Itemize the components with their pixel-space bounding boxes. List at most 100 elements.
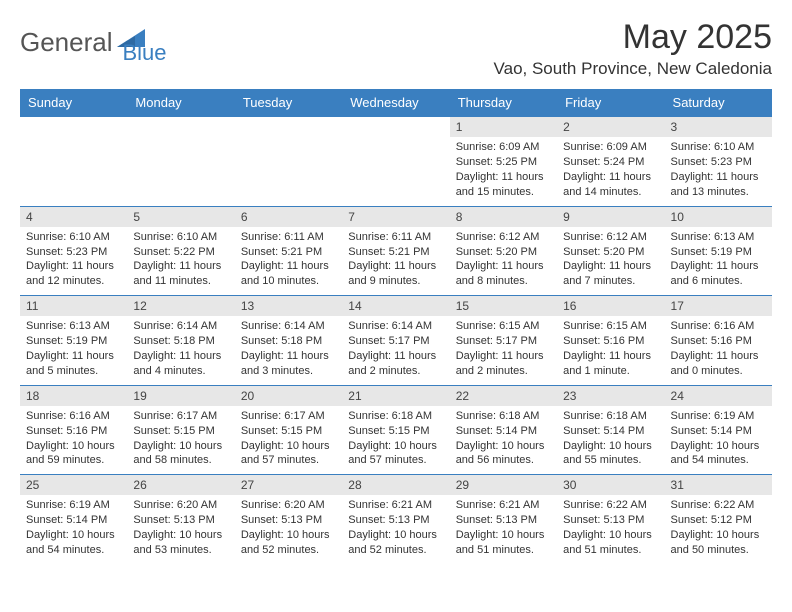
sunrise-text: Sunrise: 6:19 AM [671,409,766,424]
day-number: 22 [450,386,557,406]
day-cell: 5Sunrise: 6:10 AMSunset: 5:22 PMDaylight… [127,207,234,296]
daylight-text: Daylight: 10 hours and 54 minutes. [671,439,766,469]
sunrise-text: Sunrise: 6:21 AM [348,498,443,513]
day-cell: 15Sunrise: 6:15 AMSunset: 5:17 PMDayligh… [450,296,557,385]
day-number: 21 [342,386,449,406]
daylight-text: Daylight: 10 hours and 57 minutes. [241,439,336,469]
day-cell: 7Sunrise: 6:11 AMSunset: 5:21 PMDaylight… [342,207,449,296]
daylight-text: Daylight: 11 hours and 14 minutes. [563,170,658,200]
sunset-text: Sunset: 5:21 PM [348,245,443,260]
day-number: 4 [20,207,127,227]
day-body: Sunrise: 6:14 AMSunset: 5:18 PMDaylight:… [235,316,342,384]
sunset-text: Sunset: 5:18 PM [133,334,228,349]
day-cell: 8Sunrise: 6:12 AMSunset: 5:20 PMDaylight… [450,207,557,296]
day-number: 25 [20,475,127,495]
day-body: Sunrise: 6:14 AMSunset: 5:17 PMDaylight:… [342,316,449,384]
sunset-text: Sunset: 5:24 PM [563,155,658,170]
weekday-header: Monday [127,89,234,116]
sunrise-text: Sunrise: 6:17 AM [241,409,336,424]
day-cell: 27Sunrise: 6:20 AMSunset: 5:13 PMDayligh… [235,475,342,564]
day-body: Sunrise: 6:20 AMSunset: 5:13 PMDaylight:… [235,495,342,563]
header: General Blue May 2025 Vao, South Provinc… [20,18,772,79]
day-body: Sunrise: 6:12 AMSunset: 5:20 PMDaylight:… [557,227,664,295]
sunrise-text: Sunrise: 6:18 AM [456,409,551,424]
day-body: Sunrise: 6:17 AMSunset: 5:15 PMDaylight:… [235,406,342,474]
day-cell: 14Sunrise: 6:14 AMSunset: 5:17 PMDayligh… [342,296,449,385]
day-cell: 17Sunrise: 6:16 AMSunset: 5:16 PMDayligh… [665,296,772,385]
day-body: Sunrise: 6:11 AMSunset: 5:21 PMDaylight:… [342,227,449,295]
daylight-text: Daylight: 11 hours and 13 minutes. [671,170,766,200]
sunrise-text: Sunrise: 6:16 AM [671,319,766,334]
day-number: 28 [342,475,449,495]
logo: General Blue [20,18,167,66]
day-number: 5 [127,207,234,227]
sunset-text: Sunset: 5:16 PM [563,334,658,349]
sunrise-text: Sunrise: 6:09 AM [563,140,658,155]
day-body: Sunrise: 6:16 AMSunset: 5:16 PMDaylight:… [665,316,772,384]
daylight-text: Daylight: 10 hours and 58 minutes. [133,439,228,469]
daylight-text: Daylight: 11 hours and 9 minutes. [348,259,443,289]
day-body: Sunrise: 6:16 AMSunset: 5:16 PMDaylight:… [20,406,127,474]
logo-text-blue: Blue [123,40,167,66]
day-cell: 20Sunrise: 6:17 AMSunset: 5:15 PMDayligh… [235,386,342,475]
sunset-text: Sunset: 5:19 PM [671,245,766,260]
day-cell: 10Sunrise: 6:13 AMSunset: 5:19 PMDayligh… [665,207,772,296]
sunset-text: Sunset: 5:15 PM [133,424,228,439]
day-cell: 21Sunrise: 6:18 AMSunset: 5:15 PMDayligh… [342,386,449,475]
sunset-text: Sunset: 5:15 PM [348,424,443,439]
weekday-header: Tuesday [235,89,342,116]
sunset-text: Sunset: 5:22 PM [133,245,228,260]
day-cell [127,117,234,206]
weekday-header: Saturday [665,89,772,116]
sunrise-text: Sunrise: 6:15 AM [563,319,658,334]
month-title: May 2025 [494,18,772,57]
day-body: Sunrise: 6:11 AMSunset: 5:21 PMDaylight:… [235,227,342,295]
day-cell: 16Sunrise: 6:15 AMSunset: 5:16 PMDayligh… [557,296,664,385]
sunrise-text: Sunrise: 6:13 AM [671,230,766,245]
day-number: 24 [665,386,772,406]
day-number: 26 [127,475,234,495]
weekday-header-row: Sunday Monday Tuesday Wednesday Thursday… [20,89,772,116]
day-number: 14 [342,296,449,316]
day-cell: 29Sunrise: 6:21 AMSunset: 5:13 PMDayligh… [450,475,557,564]
sunset-text: Sunset: 5:14 PM [563,424,658,439]
daylight-text: Daylight: 10 hours and 57 minutes. [348,439,443,469]
day-body: Sunrise: 6:22 AMSunset: 5:13 PMDaylight:… [557,495,664,563]
week-row: 18Sunrise: 6:16 AMSunset: 5:16 PMDayligh… [20,385,772,475]
day-body: Sunrise: 6:18 AMSunset: 5:15 PMDaylight:… [342,406,449,474]
sunrise-text: Sunrise: 6:12 AM [456,230,551,245]
day-cell [20,117,127,206]
sunrise-text: Sunrise: 6:13 AM [26,319,121,334]
title-block: May 2025 Vao, South Province, New Caledo… [494,18,772,79]
weekday-header: Sunday [20,89,127,116]
sunrise-text: Sunrise: 6:10 AM [26,230,121,245]
sunset-text: Sunset: 5:12 PM [671,513,766,528]
week-row: 11Sunrise: 6:13 AMSunset: 5:19 PMDayligh… [20,295,772,385]
sunrise-text: Sunrise: 6:22 AM [563,498,658,513]
day-cell: 23Sunrise: 6:18 AMSunset: 5:14 PMDayligh… [557,386,664,475]
week-row: 1Sunrise: 6:09 AMSunset: 5:25 PMDaylight… [20,116,772,206]
day-number: 9 [557,207,664,227]
sunrise-text: Sunrise: 6:12 AM [563,230,658,245]
day-body: Sunrise: 6:10 AMSunset: 5:22 PMDaylight:… [127,227,234,295]
sunset-text: Sunset: 5:25 PM [456,155,551,170]
sunrise-text: Sunrise: 6:18 AM [348,409,443,424]
weekday-header: Wednesday [342,89,449,116]
day-body: Sunrise: 6:15 AMSunset: 5:17 PMDaylight:… [450,316,557,384]
sunrise-text: Sunrise: 6:10 AM [671,140,766,155]
day-cell: 18Sunrise: 6:16 AMSunset: 5:16 PMDayligh… [20,386,127,475]
sunrise-text: Sunrise: 6:10 AM [133,230,228,245]
weeks-container: 1Sunrise: 6:09 AMSunset: 5:25 PMDaylight… [20,116,772,564]
day-cell: 19Sunrise: 6:17 AMSunset: 5:15 PMDayligh… [127,386,234,475]
day-cell: 28Sunrise: 6:21 AMSunset: 5:13 PMDayligh… [342,475,449,564]
sunset-text: Sunset: 5:13 PM [133,513,228,528]
day-body: Sunrise: 6:14 AMSunset: 5:18 PMDaylight:… [127,316,234,384]
day-cell: 1Sunrise: 6:09 AMSunset: 5:25 PMDaylight… [450,117,557,206]
day-number: 18 [20,386,127,406]
day-body: Sunrise: 6:09 AMSunset: 5:24 PMDaylight:… [557,137,664,205]
day-body: Sunrise: 6:18 AMSunset: 5:14 PMDaylight:… [557,406,664,474]
day-cell: 24Sunrise: 6:19 AMSunset: 5:14 PMDayligh… [665,386,772,475]
daylight-text: Daylight: 11 hours and 2 minutes. [348,349,443,379]
sunrise-text: Sunrise: 6:19 AM [26,498,121,513]
day-number: 15 [450,296,557,316]
